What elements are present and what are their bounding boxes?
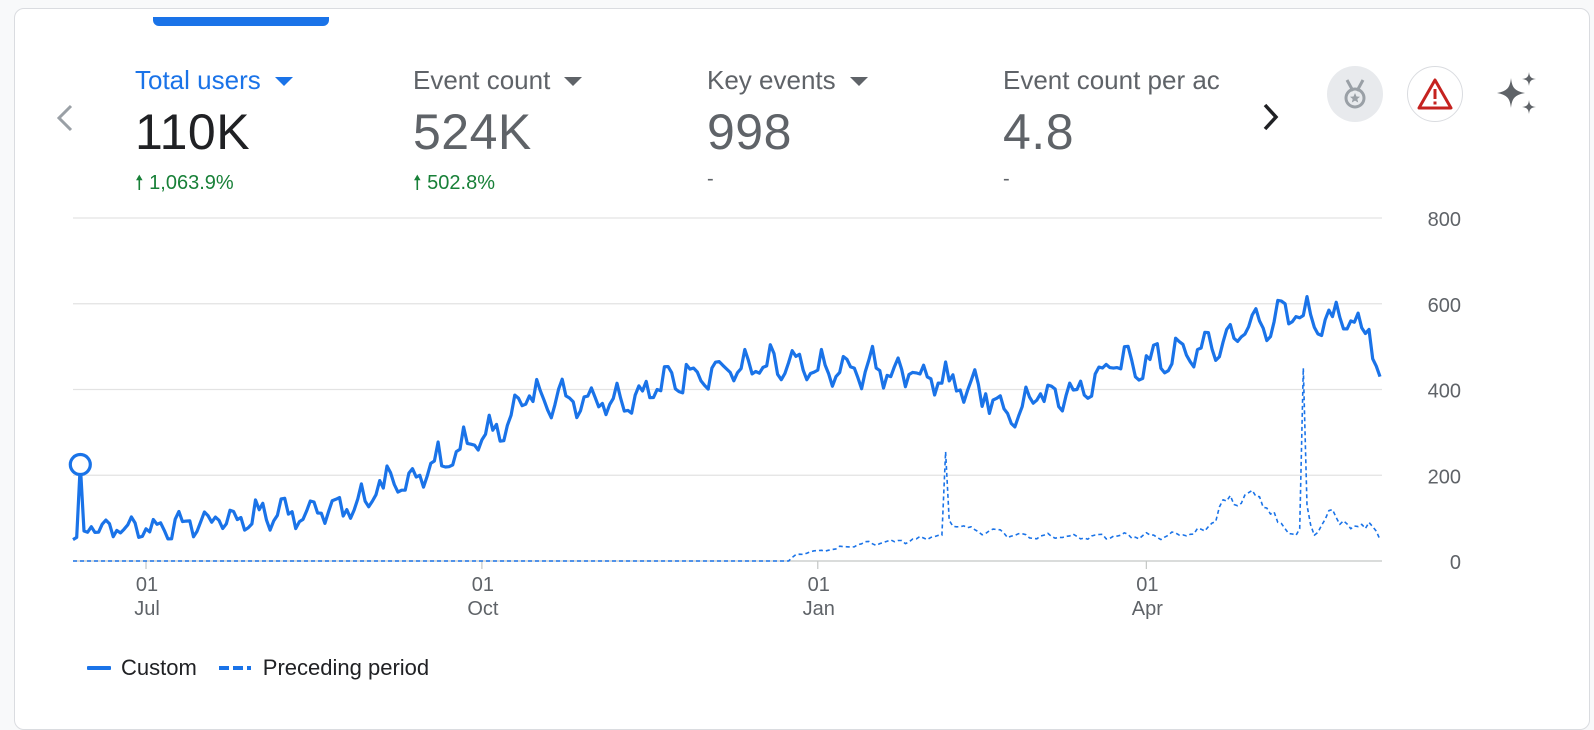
legend-label: Custom: [121, 655, 197, 680]
x-tick-day: 01: [808, 574, 830, 596]
chevron-right-icon: [1263, 103, 1279, 131]
metric-value: 4.8: [1003, 104, 1075, 160]
chevron-left-icon: [56, 104, 73, 132]
analytics-card: Total users 110K 🠕 1,063.9% Event count …: [14, 8, 1590, 730]
next-metrics-button[interactable]: [1253, 99, 1287, 135]
sparkle-icon: [1497, 72, 1536, 114]
y-tick-label: 800: [1428, 209, 1461, 231]
x-tick-day: 01: [136, 574, 158, 596]
y-tick-label: 400: [1428, 381, 1461, 403]
warning-button[interactable]: [1407, 66, 1463, 122]
metric-change: 🠕 1,063.9%: [135, 168, 293, 194]
metric-change: -: [707, 168, 714, 190]
metric-change: 🠕 502.8%: [413, 168, 582, 194]
metric-label: Key events: [707, 65, 836, 95]
arrow-up-icon: 🠕: [135, 172, 144, 194]
metric-value: 998: [707, 104, 792, 160]
metric-value: 110K: [135, 104, 251, 160]
metric-label: Event count per ac: [1003, 65, 1220, 95]
x-tick-day: 01: [1136, 574, 1158, 596]
y-tick-label: 200: [1428, 466, 1461, 488]
x-tick-month: Apr: [1132, 598, 1163, 620]
caret-down-icon[interactable]: [849, 77, 868, 86]
caret-down-icon[interactable]: [564, 77, 583, 86]
chart-legend: Custom Preceding period: [87, 655, 445, 681]
metric-label: Total users: [135, 65, 261, 95]
legend-item-preceding[interactable]: Preceding period: [213, 655, 429, 681]
metric-total-users[interactable]: Total users 110K 🠕 1,063.9%: [135, 65, 293, 194]
metric-key-events[interactable]: Key events 998 -: [707, 65, 868, 192]
insights-medal-button[interactable]: [1327, 66, 1383, 122]
metric-event-count[interactable]: Event count 524K 🠕 502.8%: [413, 65, 583, 194]
preceding-period-line: [73, 367, 1381, 562]
y-tick-label: 600: [1428, 295, 1461, 317]
ai-insights-button[interactable]: [1489, 66, 1545, 122]
solid-line-swatch: [87, 666, 111, 670]
metric-change-value: 1,063.9%: [149, 172, 234, 194]
metric-change-value: 502.8%: [427, 172, 495, 194]
arrow-up-icon: 🠕: [413, 172, 422, 194]
y-tick-label: 0: [1450, 552, 1461, 574]
highlight-point-marker[interactable]: [68, 452, 92, 477]
dashed-line-swatch: [218, 666, 251, 670]
legend-item-custom[interactable]: Custom: [87, 655, 197, 681]
chart-series: [68, 295, 1382, 562]
x-tick-month: Oct: [467, 598, 499, 620]
metric-change: -: [1003, 168, 1010, 190]
x-tick-month: Jan: [803, 598, 835, 620]
prev-metrics-button[interactable]: [51, 101, 81, 135]
custom-line: [72, 295, 1382, 541]
warning-icon: [1417, 78, 1453, 110]
caret-down-icon[interactable]: [274, 77, 293, 86]
y-axis: 800 600 400 200 0: [1428, 209, 1461, 574]
metric-event-count-per-user[interactable]: Event count per ac 4.8 -: [1003, 65, 1235, 192]
metric-label: Event count: [413, 65, 551, 95]
x-tick-day: 01: [472, 574, 494, 596]
medal-icon: [1344, 79, 1366, 109]
x-tick-month: Jul: [134, 598, 160, 620]
chart-gridlines: [73, 217, 1382, 562]
active-tab-indicator: [153, 17, 329, 26]
legend-label: Preceding period: [262, 655, 430, 680]
metric-value: 524K: [413, 104, 532, 160]
